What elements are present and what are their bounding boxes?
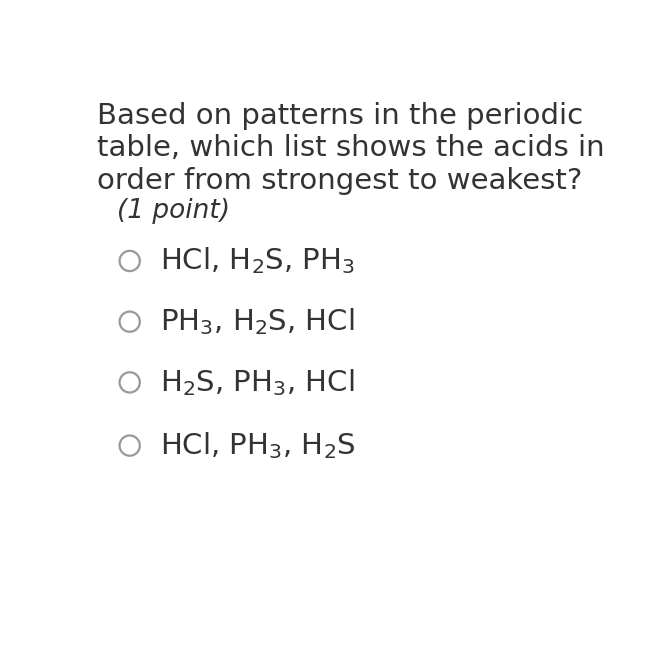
Text: PH$_{3}$, H$_{2}$S, HCl: PH$_{3}$, H$_{2}$S, HCl: [160, 306, 355, 337]
Text: HCl, PH$_{3}$, H$_{2}$S: HCl, PH$_{3}$, H$_{2}$S: [160, 430, 356, 461]
Text: table, which list shows the acids in: table, which list shows the acids in: [97, 135, 605, 162]
Text: (1 point): (1 point): [117, 198, 230, 224]
Text: Based on patterns in the periodic: Based on patterns in the periodic: [97, 102, 583, 129]
Text: H$_{2}$S, PH$_{3}$, HCl: H$_{2}$S, PH$_{3}$, HCl: [160, 367, 355, 397]
Text: HCl, H$_{2}$S, PH$_{3}$: HCl, H$_{2}$S, PH$_{3}$: [160, 246, 355, 277]
Text: order from strongest to weakest?: order from strongest to weakest?: [97, 168, 582, 195]
